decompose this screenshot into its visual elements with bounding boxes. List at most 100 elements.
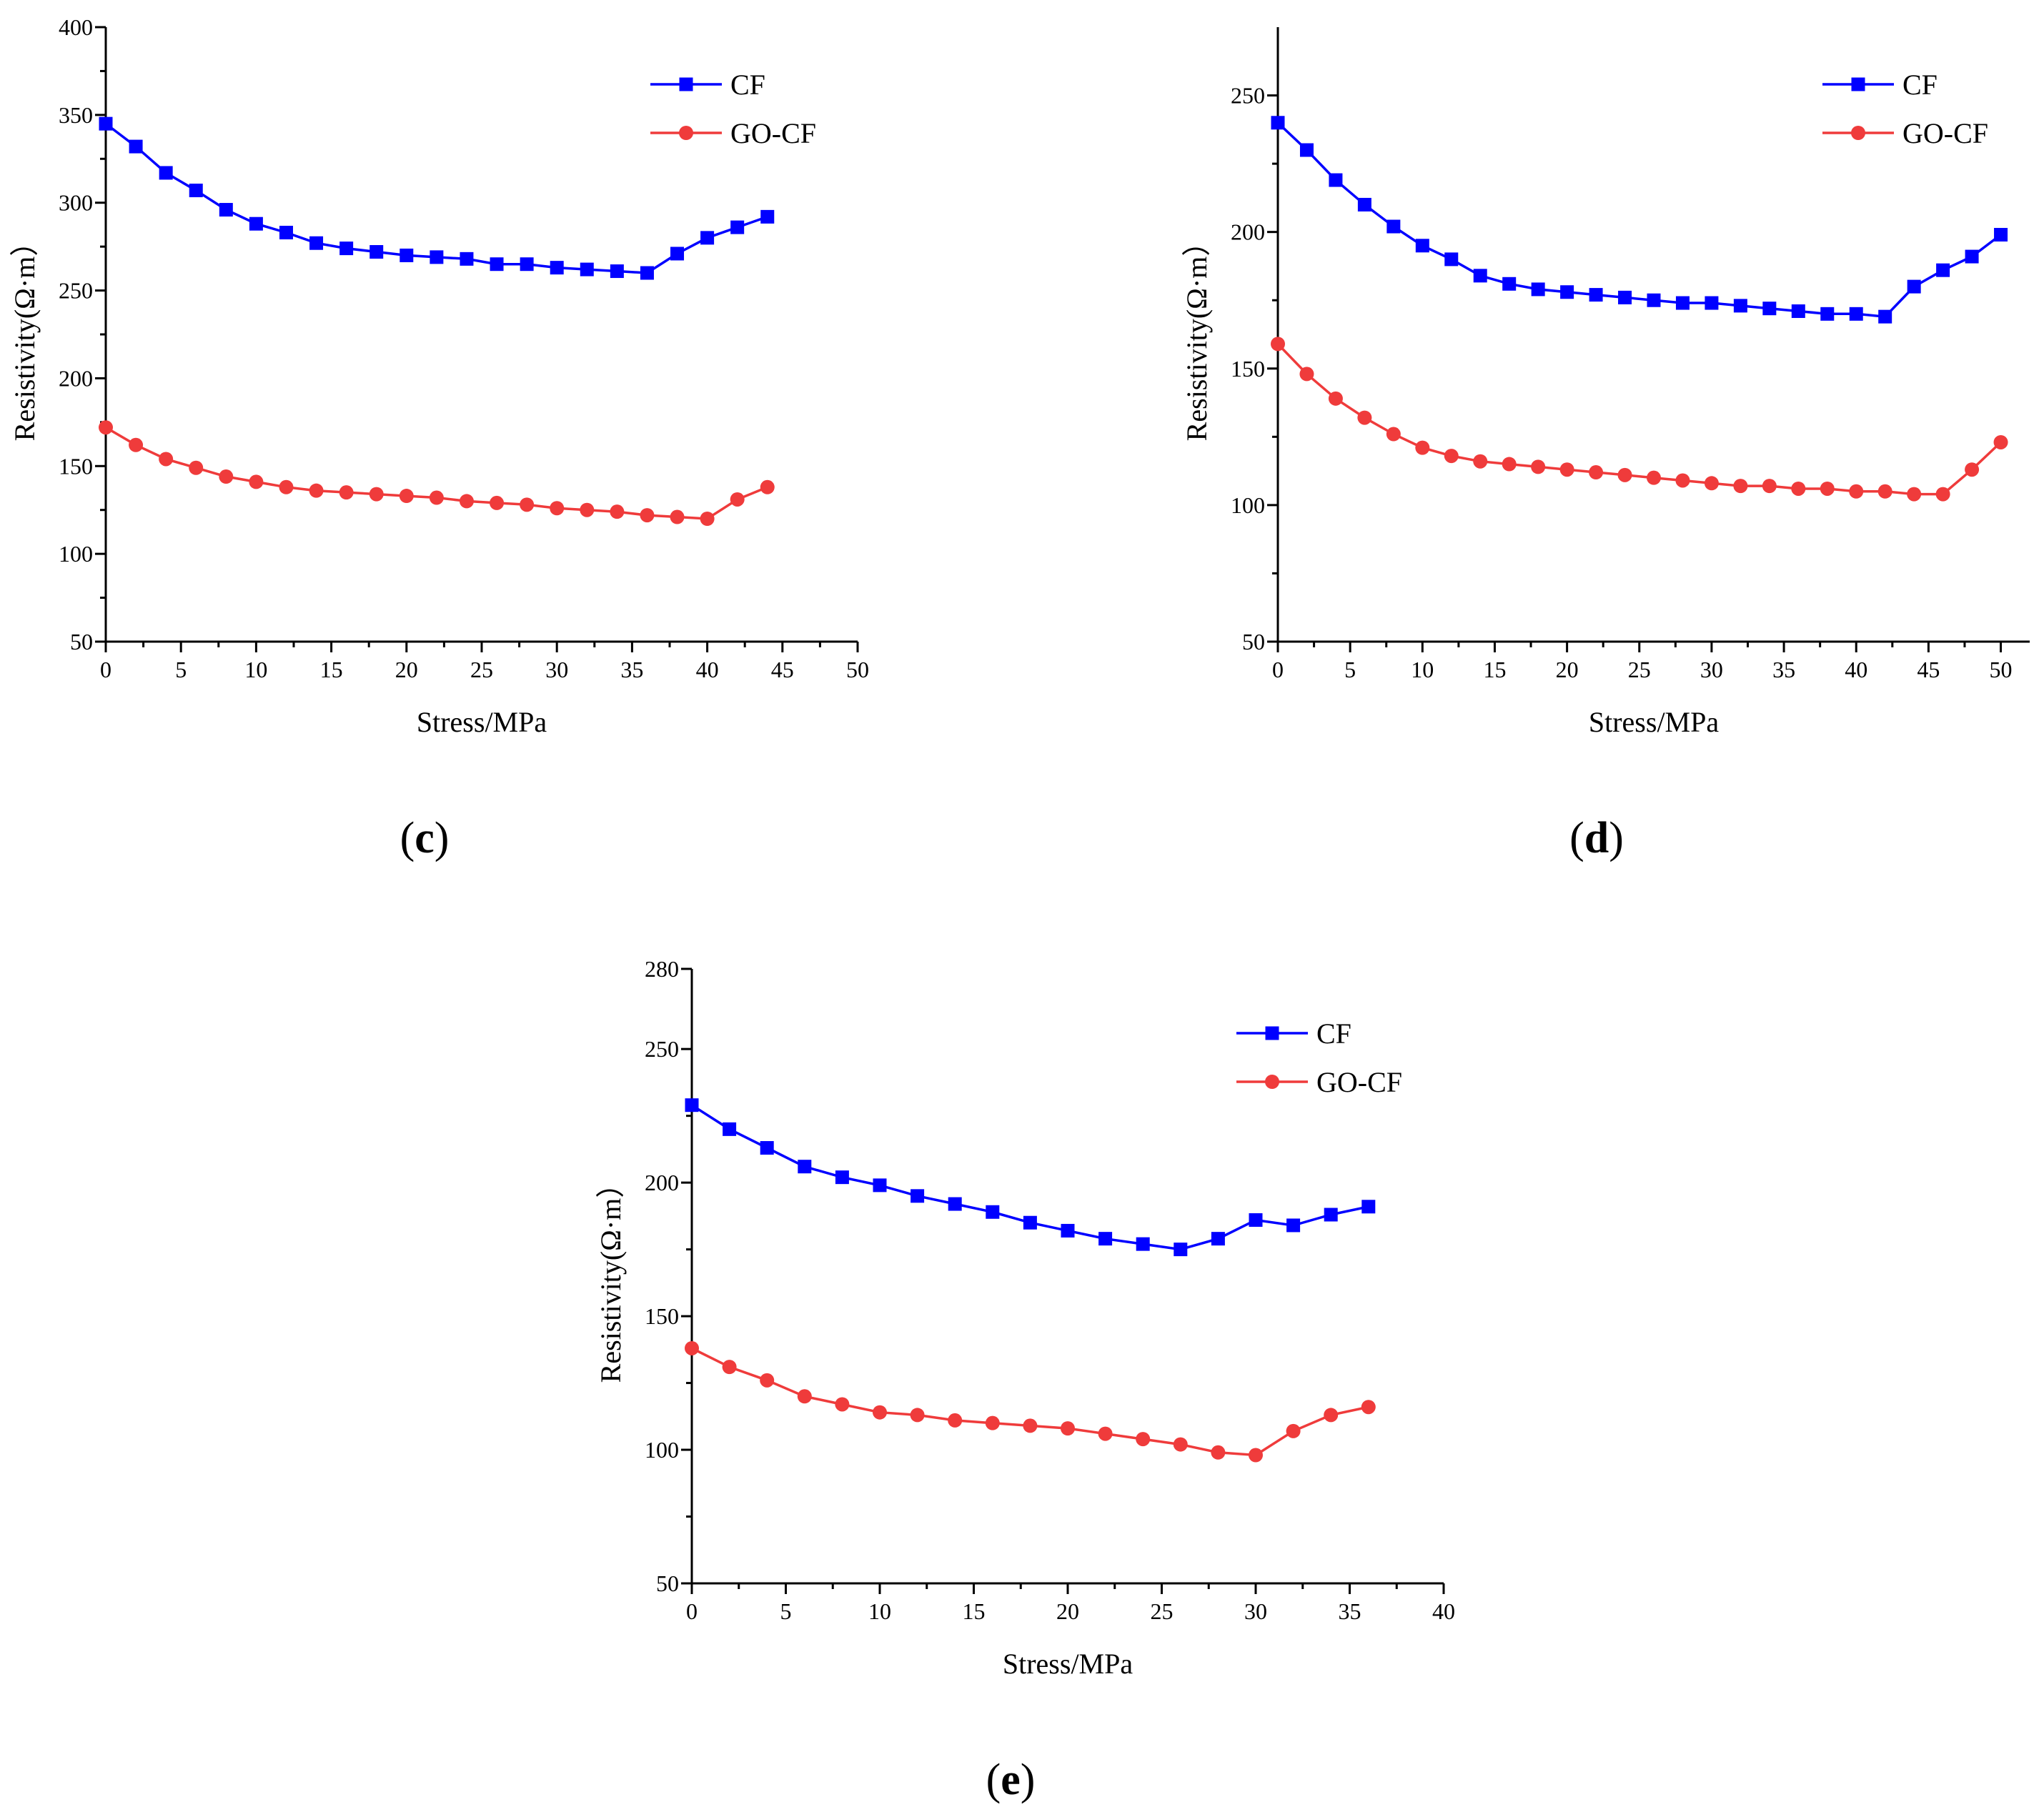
data-point-go-cf — [1473, 454, 1488, 469]
data-point-cf — [1299, 143, 1314, 157]
y-tick-label: 50 — [1242, 629, 1265, 654]
data-point-go-cf — [129, 437, 144, 452]
data-point-cf — [1271, 116, 1285, 130]
data-point-cf — [1531, 282, 1545, 297]
x-tick-label: 30 — [545, 657, 568, 682]
x-axis-label-c: Stress/MPa — [417, 706, 547, 738]
data-point-go-cf — [1993, 434, 2008, 449]
y-tick-label: 400 — [59, 14, 93, 40]
x-tick-label: 40 — [1845, 657, 1867, 682]
data-point-cf — [1211, 1232, 1225, 1246]
data-point-go-cf — [760, 479, 775, 494]
legend-e: CF GO-CF — [1236, 1017, 1402, 1098]
x-tick-label: 5 — [780, 1598, 792, 1624]
x-tick-label: 25 — [1628, 657, 1651, 682]
plot-area-c: 0 5 10 15 20 25 30 35 40 45 50 50 100 150 200 250 300 350… — [59, 14, 869, 682]
y-tick-label: 350 — [59, 102, 93, 128]
data-point-cf — [1502, 277, 1517, 291]
y-tick-label: 150 — [645, 1303, 679, 1329]
x-tick-label: 0 — [1272, 657, 1284, 682]
data-point-go-cf — [1502, 457, 1517, 472]
panel-label-c: (c) — [400, 814, 450, 862]
x-tick-label: 30 — [1700, 657, 1723, 682]
x-tick-label: 20 — [1556, 657, 1579, 682]
legend-marker-cf — [1851, 77, 1865, 91]
data-point-cf — [129, 139, 143, 154]
x-axis-label-d: Stress/MPa — [1589, 706, 1719, 738]
data-point-cf — [1618, 290, 1632, 304]
data-point-go-cf — [1415, 440, 1430, 455]
data-point-cf — [1357, 197, 1371, 211]
x-axis-label-e: Stress/MPa — [1003, 1648, 1133, 1680]
plot-area-e: 0 5 10 15 20 25 30 35 40 50 100 150 200 250 280 — [645, 956, 1455, 1624]
y-tick-label: 250 — [645, 1036, 679, 1062]
data-point-cf — [1560, 285, 1574, 299]
x-tick-label: 25 — [470, 657, 493, 682]
data-point-go-cf — [1531, 459, 1546, 474]
legend-label-cf-c: CF — [730, 69, 765, 101]
data-point-cf — [1733, 299, 1747, 313]
data-point-cf — [520, 257, 534, 272]
data-point-go-cf — [1647, 470, 1661, 485]
data-point-go-cf — [1357, 410, 1372, 425]
data-point-cf — [1174, 1243, 1188, 1257]
data-point-go-cf — [1617, 467, 1632, 482]
data-point-cf — [309, 236, 324, 250]
data-point-go-cf — [339, 485, 354, 500]
legend-marker-go-cf — [1265, 1075, 1279, 1089]
data-point-go-cf — [1965, 462, 1980, 477]
data-point-cf — [1965, 249, 1979, 264]
data-point-cf — [249, 216, 263, 231]
x-tick-label: 25 — [1151, 1598, 1174, 1624]
y-tick-label: 300 — [59, 190, 93, 216]
x-tick-label: 15 — [1483, 657, 1506, 682]
data-point-go-cf — [1907, 487, 1922, 502]
data-point-go-cf — [670, 509, 685, 524]
data-point-go-cf — [1328, 391, 1343, 406]
data-point-go-cf — [1444, 449, 1459, 464]
data-point-cf — [873, 1178, 887, 1193]
data-point-cf — [1994, 227, 2008, 242]
x-tick-label: 20 — [1056, 1598, 1079, 1624]
x-tick-label: 40 — [696, 657, 719, 682]
data-point-cf — [430, 250, 444, 264]
data-point-go-cf — [189, 460, 204, 475]
y-tick-label: 200 — [59, 365, 93, 391]
plot-area-d: 0 5 10 15 20 25 30 35 40 45 50 50 100 150 200 250 — [1231, 27, 2030, 682]
data-point-cf — [1386, 219, 1401, 234]
data-point-cf — [1136, 1237, 1150, 1251]
data-point-go-cf — [1935, 487, 1950, 502]
y-tick-label: 100 — [59, 541, 93, 567]
data-point-cf — [1324, 1208, 1338, 1222]
legend-d: CF GO-CF — [1822, 69, 1988, 149]
y-axis-label-e: Resistivity(Ω·m） — [595, 1170, 627, 1383]
data-point-cf — [279, 225, 293, 239]
y-tick-label: 50 — [70, 629, 93, 654]
data-point-cf — [948, 1197, 962, 1211]
data-point-go-cf — [1061, 1421, 1075, 1436]
legend-label-go-cf-c: GO-CF — [730, 117, 816, 149]
panel-label-d: (d) — [1569, 814, 1624, 862]
data-point-go-cf — [1820, 481, 1835, 496]
data-point-cf — [1907, 279, 1921, 294]
data-point-cf — [1061, 1223, 1075, 1238]
data-point-cf — [1936, 263, 1950, 277]
data-point-cf — [99, 116, 113, 131]
data-point-go-cf — [685, 1340, 699, 1355]
x-tick-label: 0 — [686, 1598, 698, 1624]
data-point-cf — [490, 257, 504, 272]
data-point-cf — [723, 1122, 737, 1136]
data-point-cf — [700, 231, 715, 245]
legend-label-cf-e: CF — [1316, 1017, 1351, 1050]
y-tick-label: 150 — [59, 453, 93, 479]
data-point-cf — [1286, 1218, 1301, 1233]
data-point-go-cf — [1098, 1426, 1113, 1441]
data-point-cf — [986, 1205, 1000, 1219]
data-point-cf — [760, 209, 775, 224]
data-point-go-cf — [580, 502, 595, 517]
chart-panel-d: 0 5 10 15 20 25 30 35 40 45 50 50 100 150 200 250 Stres… — [1181, 27, 2030, 862]
chart-panel-e: 0 5 10 15 20 25 30 35 40 50 100 150 200 250 280 Stress… — [595, 956, 1455, 1804]
data-point-go-cf — [873, 1405, 887, 1420]
data-point-cf — [1473, 269, 1487, 283]
